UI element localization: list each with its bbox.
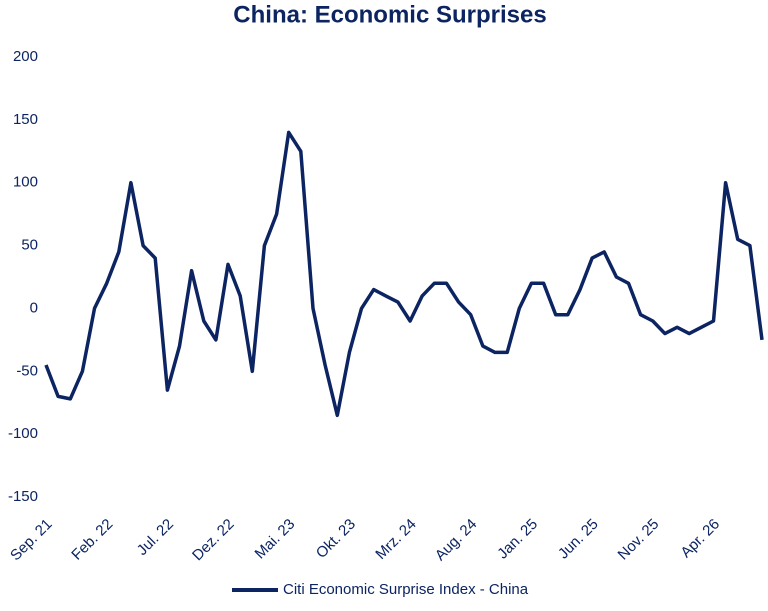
chart-title: China: Economic Surprises	[233, 1, 546, 28]
x-tick-label: Apr. 26	[677, 516, 723, 562]
y-tick-label: 0	[30, 299, 38, 316]
x-tick-label: Jul. 22	[134, 516, 177, 559]
x-tick-label: Dez. 22	[189, 516, 238, 565]
x-tick-label: Jun. 25	[555, 516, 602, 563]
data-line	[44, 130, 764, 418]
y-tick-label: -50	[16, 362, 38, 379]
x-tick-label: Jan. 25	[494, 516, 541, 563]
y-tick-label: 200	[13, 48, 38, 65]
y-tick-label: -100	[8, 425, 38, 442]
legend-label: Citi Economic Surprise Index - China	[283, 581, 529, 598]
x-tick-label: Okt. 23	[313, 516, 359, 562]
x-tick-label: Mrz. 24	[372, 516, 419, 563]
x-tick-label: Feb. 22	[68, 516, 116, 564]
y-tick-label: -150	[8, 488, 38, 505]
y-tick-label: 150	[13, 111, 38, 128]
x-tick-label: Mai. 23	[252, 516, 299, 563]
x-tick-label: Aug. 24	[432, 516, 481, 565]
x-tick-label: Nov. 25	[615, 516, 663, 564]
y-tick-label: 50	[21, 237, 38, 254]
y-tick-label: 100	[13, 174, 38, 191]
x-tick-label: Sep. 21	[7, 516, 56, 565]
